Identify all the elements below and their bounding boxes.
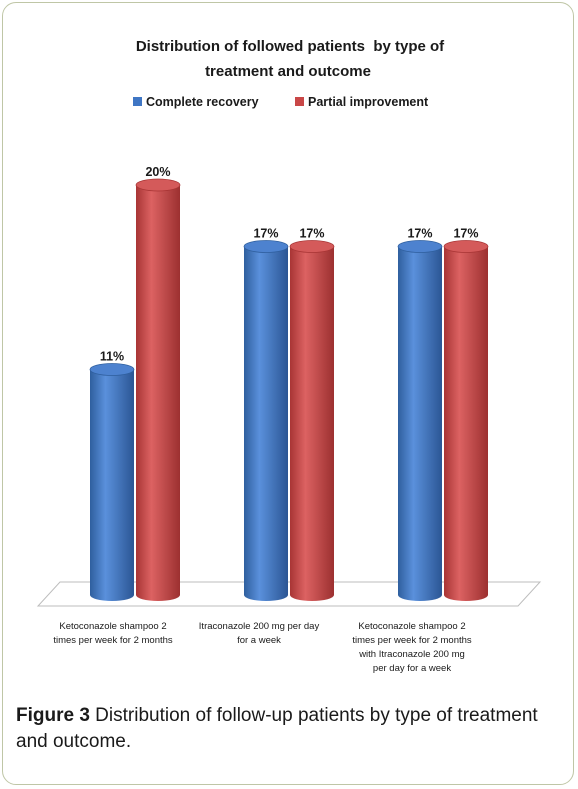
bar-complete-recovery-2 <box>397 240 443 601</box>
bar-top <box>397 240 443 253</box>
bar-top <box>89 363 135 376</box>
x-tick-label: Ketoconazole shampoo 2 <box>59 621 166 632</box>
data-label: 20% <box>145 165 170 179</box>
legend-swatch-complete-recovery <box>133 97 142 106</box>
figure-caption: Figure 3 Distribution of follow-up patie… <box>16 703 556 755</box>
x-tick-label: times per week for 2 months <box>352 635 472 646</box>
chart-title-line2: treatment and outcome <box>205 63 371 80</box>
bar-body <box>244 246 288 601</box>
bar-body <box>90 369 134 601</box>
x-tick-label: for a week <box>237 635 281 646</box>
chart-legend: Complete recovery Partial improvement <box>133 95 429 109</box>
chart-title-line1: Distribution of followed patients by typ… <box>136 38 445 55</box>
data-label: 17% <box>253 227 278 241</box>
data-label: 17% <box>453 227 478 241</box>
bar-complete-recovery-0 <box>89 363 135 601</box>
data-label: 17% <box>407 227 432 241</box>
bar-body <box>444 246 488 601</box>
bar-body <box>398 246 442 601</box>
legend-label-partial-improvement: Partial improvement <box>308 95 429 109</box>
caption-text: Distribution of follow-up patients by ty… <box>16 705 538 752</box>
bar-partial-improvement-0 <box>135 178 181 601</box>
bar-body <box>290 246 334 601</box>
x-tick-label: with Itraconazole 200 mg <box>358 649 465 660</box>
bar-body <box>136 185 180 601</box>
bar-chart: Distribution of followed patients by typ… <box>36 38 542 674</box>
bar-top <box>135 178 181 192</box>
caption-figure-label: Figure 3 <box>16 705 90 726</box>
legend-swatch-partial-improvement <box>295 97 304 106</box>
bar-complete-recovery-1 <box>243 240 289 601</box>
data-label: 11% <box>100 350 124 364</box>
x-axis-labels: Ketoconazole shampoo 2 times per week for… <box>53 621 472 674</box>
bar-top <box>443 240 489 253</box>
x-tick-label: Ketoconazole shampoo 2 <box>358 621 465 632</box>
data-label: 17% <box>299 227 324 241</box>
bar-partial-improvement-2 <box>443 240 489 601</box>
x-tick-label: times per week for 2 months <box>53 635 173 646</box>
x-tick-label: per day for a week <box>373 663 451 674</box>
bar-top <box>289 240 335 253</box>
legend-label-complete-recovery: Complete recovery <box>146 95 259 109</box>
x-tick-label: Itraconazole 200 mg per day <box>199 621 320 632</box>
bar-top <box>243 240 289 253</box>
bars-group: 11% 17% 17% 20% 17% 17% <box>89 165 489 601</box>
bar-partial-improvement-1 <box>289 240 335 601</box>
